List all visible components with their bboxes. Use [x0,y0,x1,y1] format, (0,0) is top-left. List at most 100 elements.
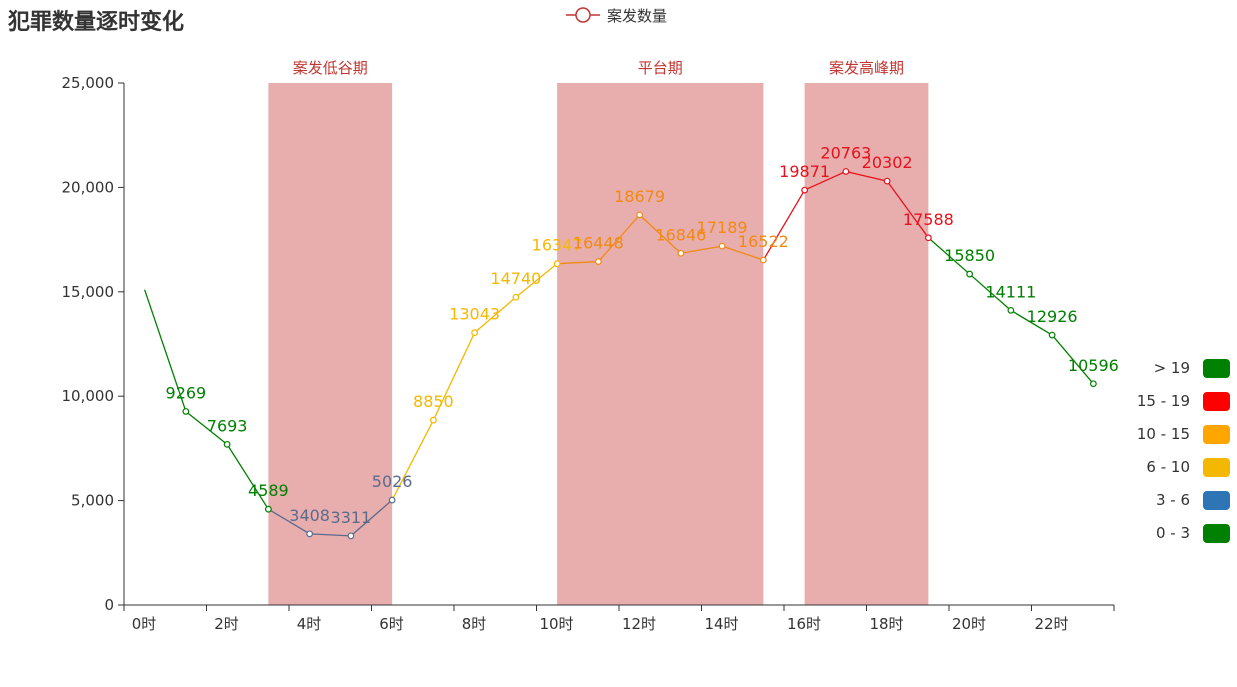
data-label: 13043 [449,305,500,324]
series-line-segment [144,289,187,412]
series-line-segment [845,170,888,182]
data-point [429,416,437,424]
y-tick-label: 15,000 [62,283,115,301]
data-label: 19871 [779,162,830,181]
data-point [677,249,685,257]
mark-area-label: 案发低谷期 [293,59,368,77]
data-point [182,408,190,415]
data-label: 20302 [862,153,913,172]
data-point [924,234,932,242]
mark-area-label: 平台期 [638,59,683,77]
data-point [553,260,561,268]
visual-map-label: > 19 [1154,359,1190,377]
series-line-segment [432,332,476,421]
visual-map-swatch [1203,524,1230,543]
series-line-segment [639,214,682,254]
legend-label: 案发数量 [607,7,667,25]
data-point [471,329,479,337]
x-tick-label: 10时 [539,615,573,633]
series-line-segment [474,296,517,334]
x-tick-label: 20时 [952,615,986,633]
x-tick-label: 12时 [622,615,656,633]
visual-map-label: 0 - 3 [1156,524,1190,542]
series-line-segment [557,260,599,265]
data-point [512,293,520,301]
data-point [264,505,272,513]
x-tick-label: 18时 [869,615,903,633]
series-line-segment [680,245,723,254]
data-label: 3311 [331,508,372,527]
mark-area-2 [804,83,929,605]
data-label: 16347 [532,236,583,255]
visual-map-label: 3 - 6 [1156,491,1190,509]
data-point [1048,331,1056,339]
data-label: 8850 [413,392,454,411]
series-line-segment [350,499,393,537]
data-label: 14111 [985,282,1036,301]
data-point [966,270,974,278]
series-line-segment [969,273,1012,311]
series-line-segment [515,263,558,298]
data-label: 20763 [820,143,871,162]
legend[interactable]: 案发数量 [566,7,667,25]
series-line-segment [804,170,847,191]
series-line-segment [721,245,764,261]
visual-map-swatch [1203,491,1230,510]
series-line-segment [762,189,806,261]
x-tick-label: 14时 [704,615,738,633]
x-tick-label: 22时 [1034,615,1068,633]
mark-area-1 [557,83,764,605]
data-label: 12926 [1027,307,1078,326]
visual-map[interactable]: > 19 15 - 19 10 - 15 6 - 10 3 - 6 0 - 3 [1137,359,1230,543]
data-point [801,186,809,194]
data-label: 17189 [697,218,748,237]
data-point [1007,306,1015,314]
visual-map-label: 6 - 10 [1146,458,1190,476]
data-point [347,532,355,540]
x-tick-label: 0时 [132,615,157,633]
series-line-segment [1051,334,1094,385]
visual-map-swatch [1203,359,1230,378]
data-point [842,168,850,175]
data-point [306,530,314,538]
series-line-segment [309,533,351,537]
data-point [223,440,231,448]
chart-title: 犯罪数量逐时变化 [8,10,185,35]
data-label: 3408 [289,506,330,525]
legend-marker-icon [575,7,591,23]
data-label: 10596 [1068,356,1119,375]
series-line-segment [597,214,641,262]
data-label: 16846 [655,225,706,244]
mark-area-label: 案发高峰期 [829,59,904,77]
data-label: 15850 [944,246,995,265]
visual-map-swatch [1203,458,1230,477]
series-line-segment [268,508,310,535]
series-line-segment [1010,309,1053,336]
y-tick-label: 20,000 [62,178,115,196]
data-label: 5026 [372,472,413,491]
data-point [718,242,726,250]
series-line-segment [226,444,269,510]
data-point [388,496,396,504]
x-tick-label: 2时 [214,615,239,633]
y-tick-label: 10,000 [62,387,115,405]
series-line-segment [886,180,929,239]
data-label: 16448 [573,234,624,253]
visual-map-swatch [1203,392,1230,411]
data-point [1089,380,1097,388]
y-tick-label: 5,000 [71,492,114,510]
data-point [636,211,644,219]
y-tick-label: 0 [104,596,114,614]
data-label: 17588 [903,210,954,229]
data-point [759,256,767,264]
data-label: 4589 [248,481,289,500]
y-tick-label: 25,000 [62,74,115,92]
series-points [182,168,1097,540]
visual-map-label: 15 - 19 [1137,392,1190,410]
data-point [594,258,602,265]
data-label: 9269 [166,383,207,402]
visual-map-label: 10 - 15 [1137,425,1190,443]
series-lines [144,170,1094,537]
